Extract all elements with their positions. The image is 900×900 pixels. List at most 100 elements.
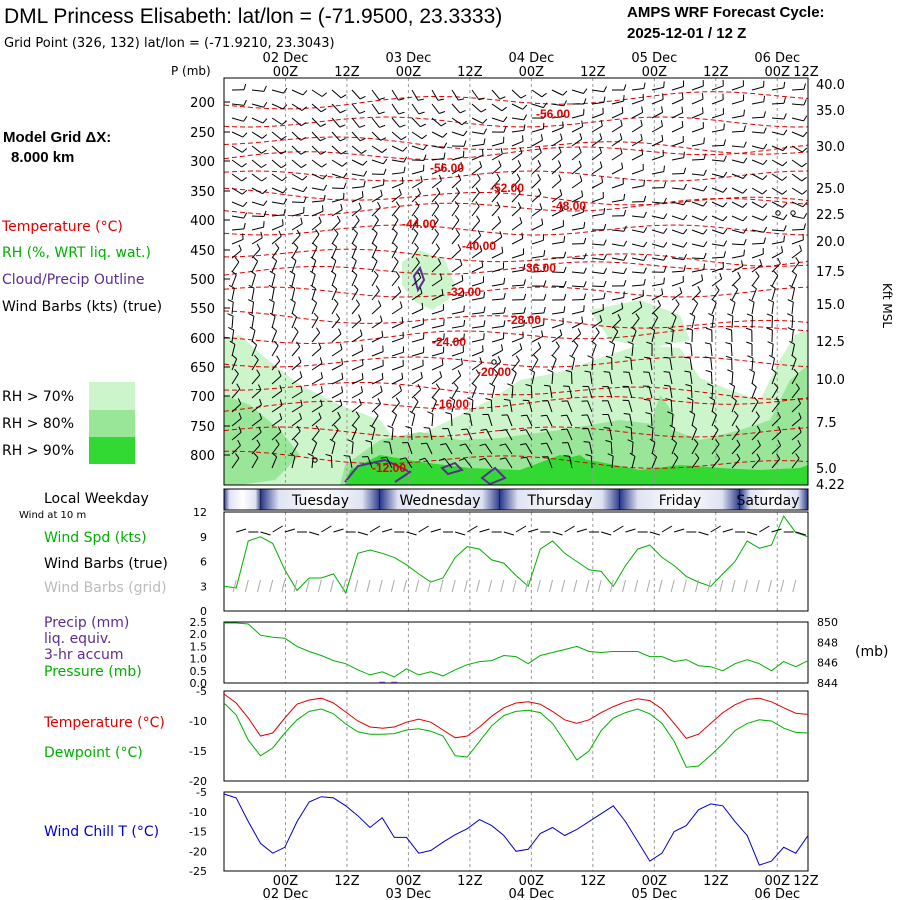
wind-barb-flag bbox=[759, 258, 763, 265]
rh80-swatch bbox=[89, 410, 135, 437]
wind-barb-shaft bbox=[271, 431, 282, 441]
wind-barb-flag bbox=[519, 217, 523, 224]
surface-wind-barb bbox=[649, 531, 660, 536]
wind-barb-shaft bbox=[331, 198, 344, 203]
wind-barb-flag bbox=[711, 410, 717, 416]
wind-barb-shaft bbox=[271, 288, 275, 301]
wind-barb-flag bbox=[273, 340, 279, 347]
wind-barb-flag bbox=[419, 287, 423, 294]
panel-y-tick-label: 6 bbox=[200, 556, 207, 569]
pressure-tick-label: 250 bbox=[190, 126, 215, 141]
wind-barb-shaft bbox=[791, 145, 803, 153]
wind-barb-flag bbox=[460, 358, 463, 365]
wind-barb-shaft bbox=[670, 343, 673, 357]
wind-barb-shaft bbox=[231, 201, 244, 208]
wind-barb-flag bbox=[437, 258, 442, 264]
wind-barb-shaft bbox=[351, 319, 362, 329]
wind-barb-flag bbox=[529, 368, 535, 373]
wind-barb-shaft bbox=[671, 316, 677, 329]
legend-wind-barbs: Wind Barbs (kts) (true) bbox=[2, 299, 162, 315]
wind-barb-shaft bbox=[491, 117, 504, 123]
wind-barb-flag bbox=[803, 223, 806, 230]
grid-wind-barb bbox=[305, 579, 310, 593]
wind-barb-flag bbox=[262, 118, 268, 124]
wind-barb-shaft bbox=[631, 112, 643, 119]
wind-barb-flag bbox=[757, 439, 761, 446]
wind-barb-shaft bbox=[391, 365, 404, 371]
wind-barb-flag bbox=[381, 330, 384, 337]
wind-barb-flag bbox=[599, 146, 603, 153]
wind-barb-shaft bbox=[611, 183, 624, 189]
wind-barb-shaft bbox=[231, 187, 243, 195]
wind-barb-shaft bbox=[791, 131, 804, 138]
wind-barb-flag bbox=[679, 287, 683, 294]
wind-barb-flag bbox=[353, 284, 359, 290]
pressure-tick-label: 500 bbox=[190, 273, 215, 288]
wind-barb-flag bbox=[479, 357, 483, 364]
wind-barb-shaft bbox=[628, 386, 633, 399]
wind-barb-shaft bbox=[431, 219, 439, 231]
wind-barb-flag bbox=[713, 424, 719, 430]
wind-barb-shaft bbox=[231, 249, 242, 259]
wind-chill-label: Wind Chill T (°C) bbox=[44, 824, 159, 840]
wind-barb-flag bbox=[803, 212, 808, 219]
wind-barb-shaft bbox=[391, 390, 402, 399]
wind-barb-shaft bbox=[251, 117, 264, 124]
wind-barb-flag bbox=[454, 201, 460, 207]
wind-barb-flag bbox=[241, 177, 247, 182]
wind-barb-shaft bbox=[731, 400, 737, 413]
wind-barb-flag bbox=[441, 359, 444, 366]
wind-barb-flag bbox=[434, 228, 439, 235]
local-weekday-label: Local Weekday bbox=[44, 491, 149, 507]
wind-barb-shaft bbox=[711, 444, 720, 455]
pressure-unit-label: (mb) bbox=[855, 644, 888, 660]
wind-barb-shaft bbox=[551, 371, 554, 385]
weekday-label: Wednesday bbox=[399, 493, 480, 509]
wind-barb-shaft bbox=[691, 291, 701, 301]
wind-barb-flag bbox=[743, 227, 748, 234]
wind-barb-flag bbox=[241, 148, 248, 153]
wind-barb-flag bbox=[623, 84, 627, 91]
wind-barb-flag bbox=[371, 242, 378, 248]
wind-barb-shaft bbox=[471, 350, 484, 357]
wind-barb-flag bbox=[540, 442, 547, 445]
wind-barb-flag bbox=[340, 150, 347, 155]
wind-barb-flag bbox=[803, 115, 808, 122]
wind-barb-flag bbox=[703, 252, 707, 259]
wind-barb-shaft bbox=[631, 99, 644, 105]
wind-barb-shaft bbox=[571, 285, 585, 288]
surface-wind-barb bbox=[430, 528, 441, 533]
rh90-swatch bbox=[89, 437, 135, 464]
wind-barb-shaft bbox=[291, 159, 302, 168]
wind-barb-shaft bbox=[551, 346, 560, 357]
bottom-date-label: 04 Dec bbox=[508, 887, 554, 900]
wind-barb-shaft bbox=[751, 215, 764, 221]
wind-barb-shaft bbox=[771, 229, 785, 232]
wind-barb-shaft bbox=[491, 386, 496, 399]
wind-barb-shaft bbox=[791, 215, 804, 219]
wind-barb-flag bbox=[358, 398, 362, 405]
rh90-label: RH > 90% bbox=[2, 443, 74, 459]
height-tick-label: 22.5 bbox=[816, 208, 845, 223]
wind-barb-flag bbox=[321, 163, 327, 168]
wind-barb-flag bbox=[243, 222, 246, 229]
wind-barb-shaft bbox=[571, 298, 585, 301]
wind-barb-shaft bbox=[671, 428, 676, 441]
wind-barb-flag bbox=[755, 411, 760, 417]
wind-barb-flag bbox=[743, 141, 747, 148]
wind-barb-flag bbox=[578, 146, 582, 153]
wind-barb-flag bbox=[563, 280, 567, 287]
wind-barb-flag bbox=[282, 104, 288, 110]
wind-barb-flag bbox=[609, 340, 615, 345]
wind-barb-shaft bbox=[671, 243, 684, 248]
wind-barb-shaft bbox=[231, 261, 240, 273]
wind-barb-flag bbox=[227, 299, 234, 303]
wind-barb-flag bbox=[620, 147, 623, 154]
wind-barb-shaft bbox=[691, 229, 704, 235]
wind-barb-flag bbox=[769, 354, 775, 359]
wind-barb-flag bbox=[372, 228, 378, 234]
wind-barb-shaft bbox=[291, 212, 304, 217]
wind-barb-shaft bbox=[431, 248, 440, 259]
wind-barb-shaft bbox=[571, 211, 584, 217]
wind-barb-shaft bbox=[751, 302, 755, 315]
